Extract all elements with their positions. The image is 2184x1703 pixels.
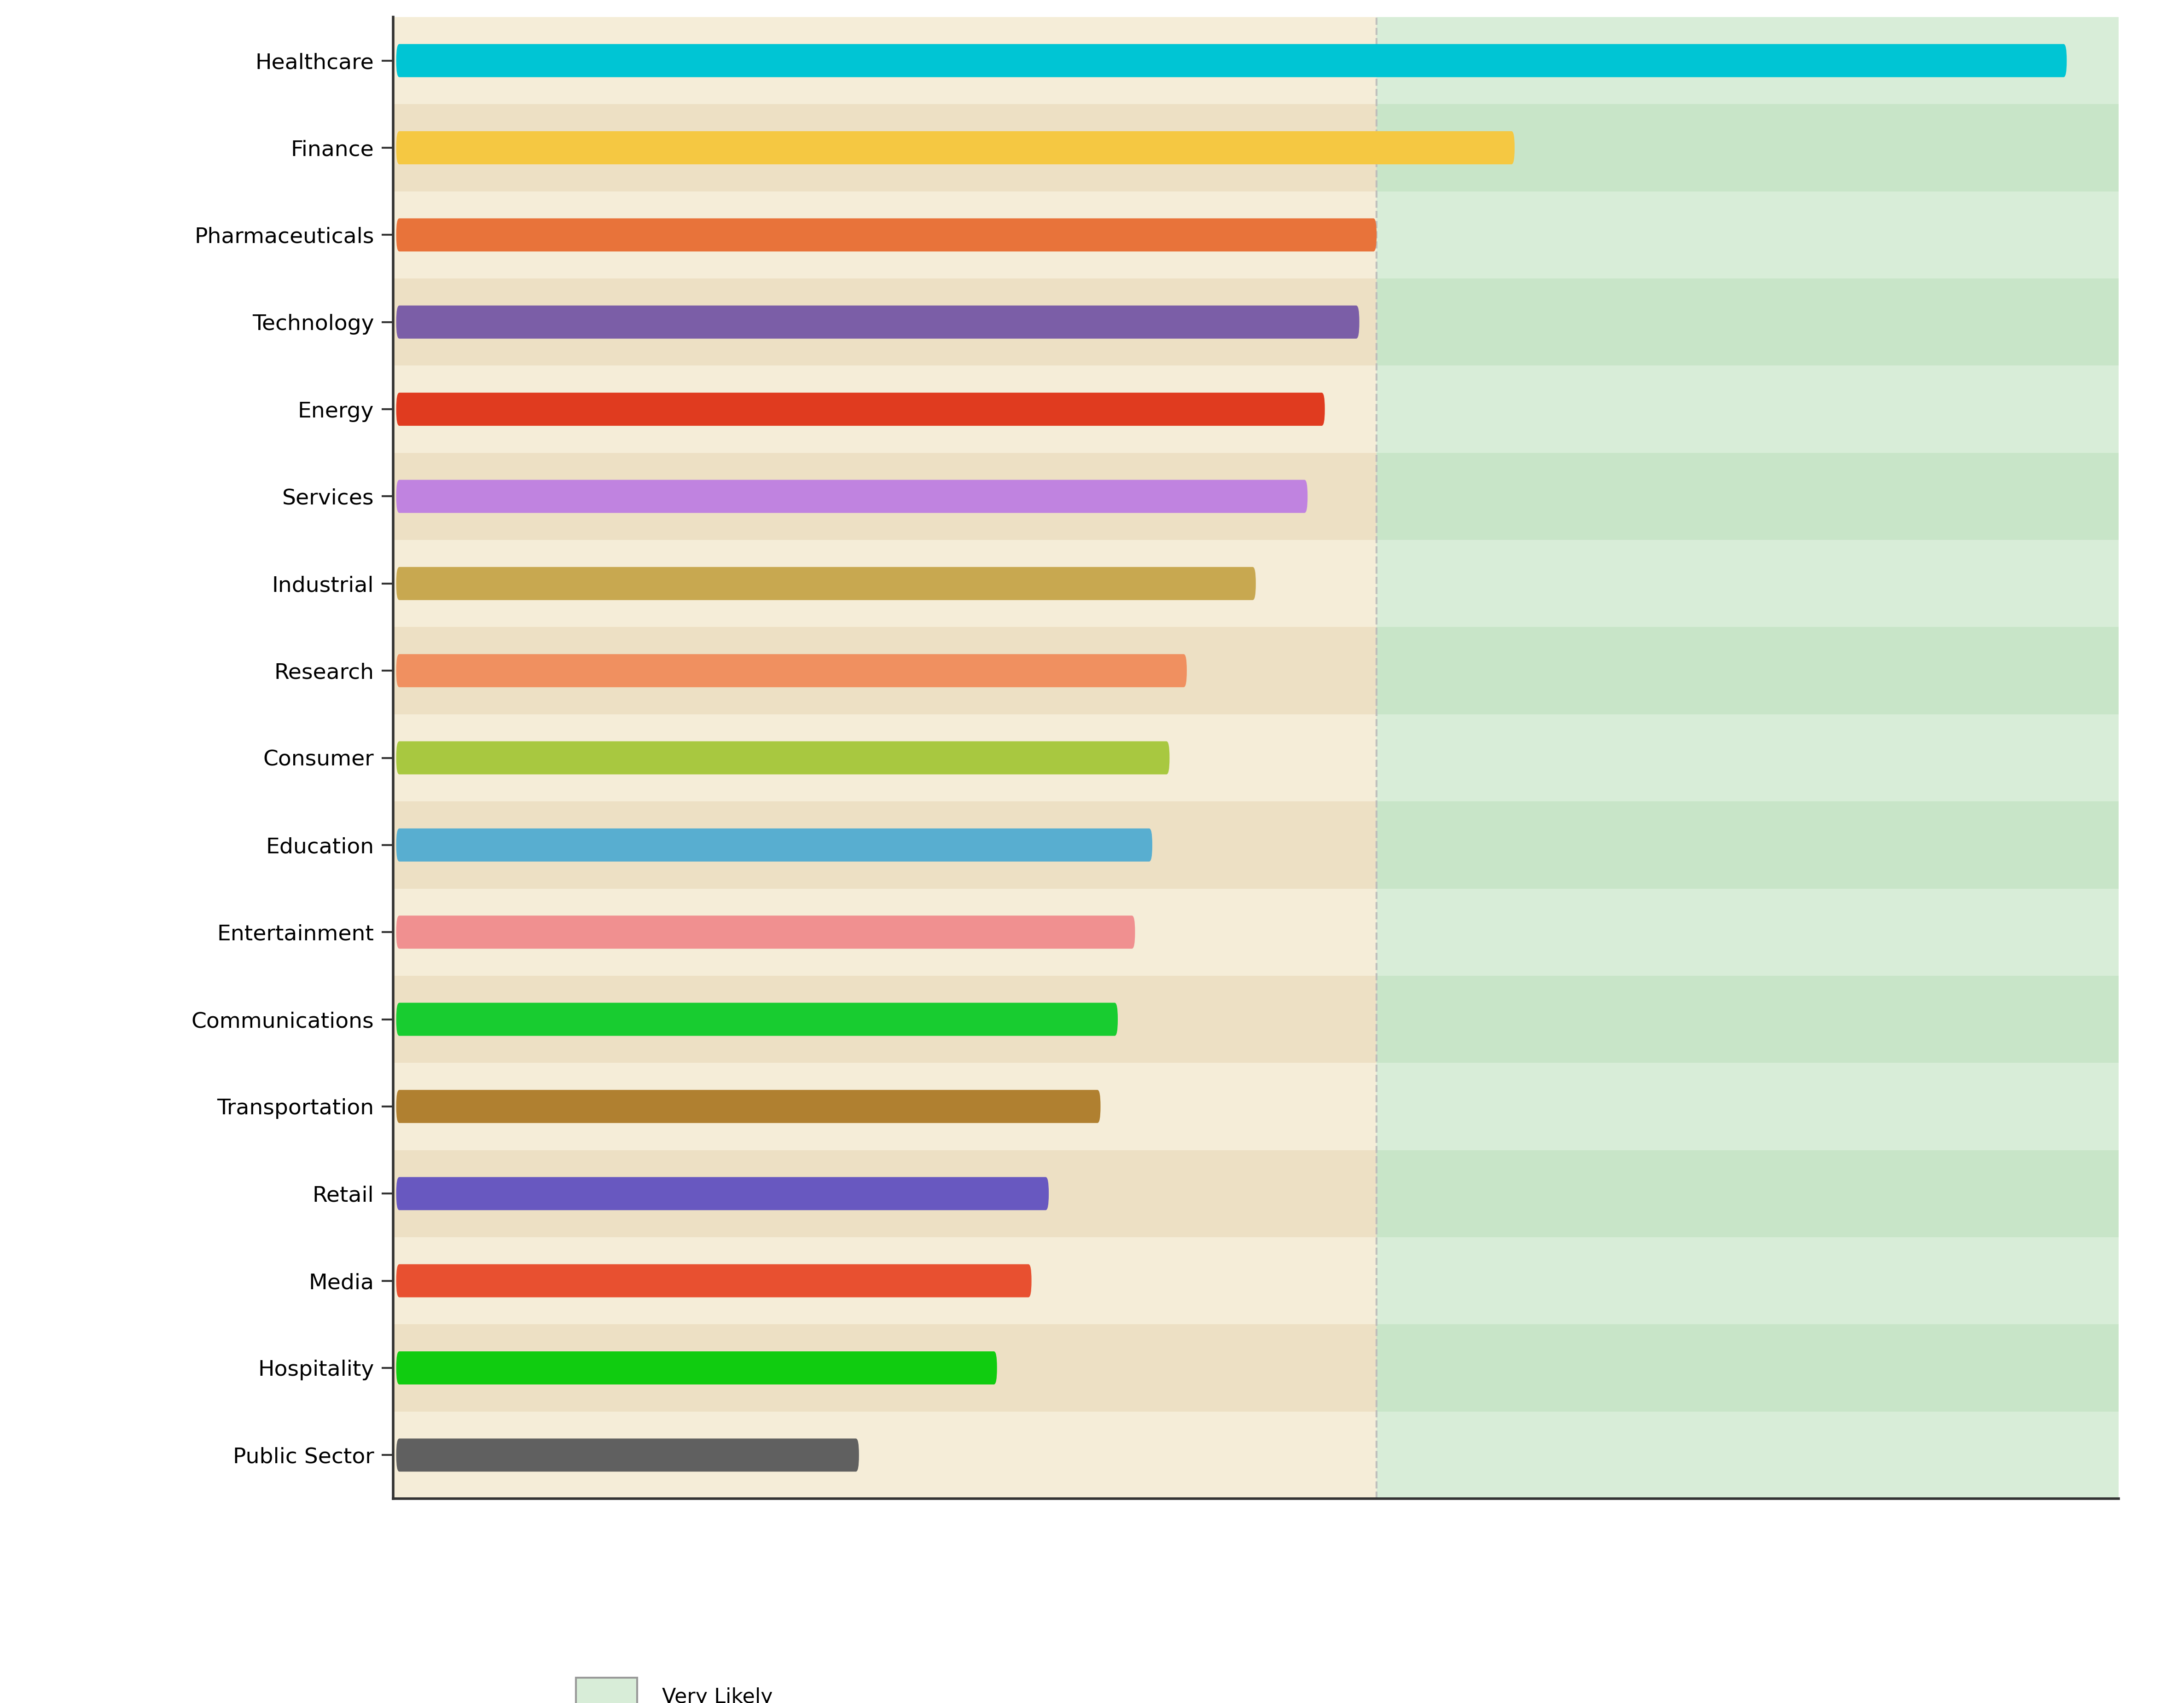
FancyBboxPatch shape (395, 1439, 858, 1471)
FancyBboxPatch shape (395, 741, 1171, 775)
FancyBboxPatch shape (395, 1352, 996, 1385)
FancyBboxPatch shape (395, 1264, 1031, 1298)
Bar (1376, 1236, 2118, 1325)
Bar (1376, 802, 2118, 889)
Bar (1376, 104, 2118, 191)
FancyBboxPatch shape (395, 1090, 1101, 1122)
FancyBboxPatch shape (395, 393, 1326, 426)
Bar (393, 714, 1376, 802)
Bar (1376, 627, 2118, 714)
Bar (393, 1063, 1376, 1150)
Bar (1376, 1063, 2118, 1150)
FancyBboxPatch shape (395, 480, 1308, 513)
Bar (1376, 1412, 2118, 1499)
FancyBboxPatch shape (395, 131, 1516, 163)
Bar (1376, 540, 2118, 627)
Legend: Very Likely, Likely: Very Likely, Likely (577, 1677, 773, 1703)
Bar (1376, 1325, 2118, 1412)
FancyBboxPatch shape (395, 828, 1153, 862)
Bar (393, 453, 1376, 540)
Bar (393, 1150, 1376, 1236)
FancyBboxPatch shape (395, 567, 1256, 599)
FancyBboxPatch shape (395, 44, 2066, 77)
Bar (393, 889, 1376, 976)
Bar (393, 1412, 1376, 1499)
Bar (393, 366, 1376, 453)
Bar (1376, 714, 2118, 802)
Bar (393, 976, 1376, 1063)
Bar (393, 17, 1376, 104)
Bar (1376, 1150, 2118, 1236)
Bar (393, 627, 1376, 714)
Bar (393, 104, 1376, 191)
FancyBboxPatch shape (395, 1177, 1048, 1211)
Bar (1376, 17, 2118, 104)
FancyBboxPatch shape (395, 916, 1136, 949)
FancyBboxPatch shape (395, 305, 1358, 339)
Bar (1376, 191, 2118, 279)
Bar (393, 802, 1376, 889)
Bar (393, 279, 1376, 366)
Bar (393, 191, 1376, 279)
Bar (393, 540, 1376, 627)
Bar (393, 1325, 1376, 1412)
Bar (1376, 453, 2118, 540)
FancyBboxPatch shape (395, 218, 1376, 252)
Bar (1376, 976, 2118, 1063)
Bar (1376, 366, 2118, 453)
FancyBboxPatch shape (395, 1003, 1118, 1035)
FancyBboxPatch shape (395, 654, 1186, 688)
Bar (1376, 889, 2118, 976)
Bar (393, 1236, 1376, 1325)
Bar (1376, 279, 2118, 366)
